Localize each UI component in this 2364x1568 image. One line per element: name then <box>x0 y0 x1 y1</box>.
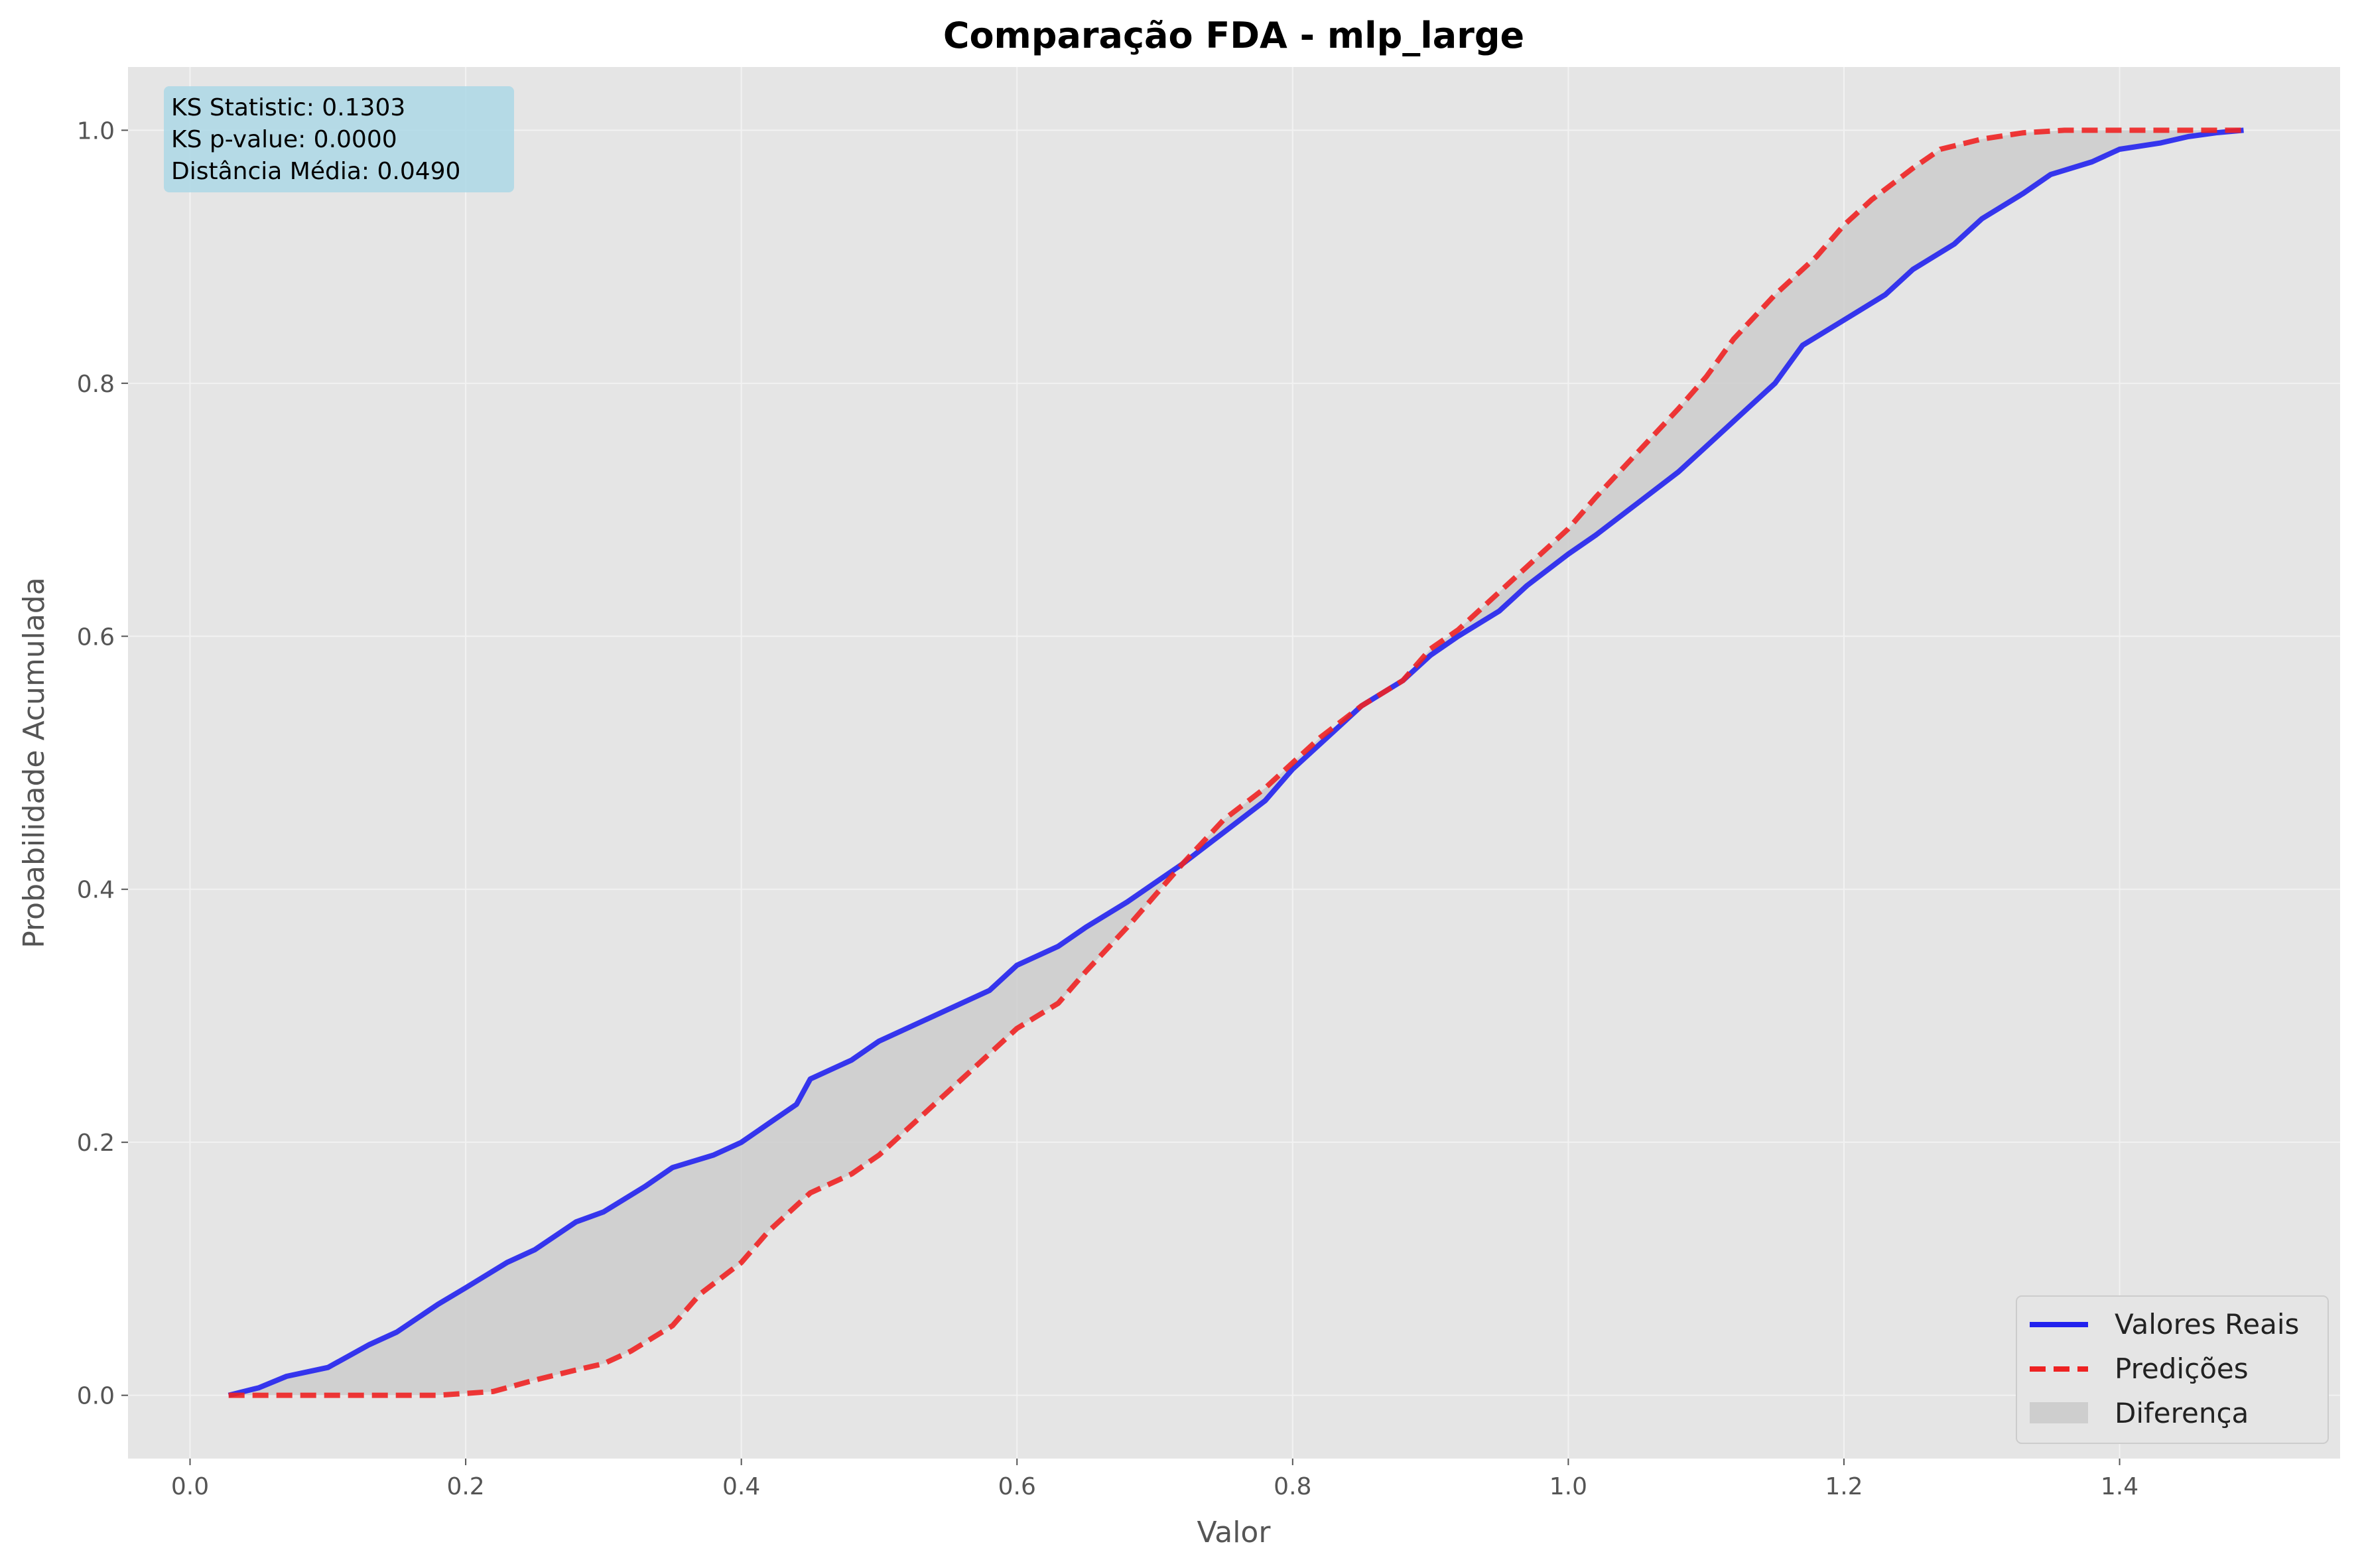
y-tick-label: 0.6 <box>77 623 115 651</box>
series-line-valores-reais <box>228 127 2244 1398</box>
x-axis-label: Valor <box>1197 1516 1272 1549</box>
stats-mean-distance: Distância Média: 0.0490 <box>171 158 460 185</box>
x-tick-label: 0.4 <box>722 1473 760 1500</box>
x-tick-label: 1.2 <box>1825 1473 1863 1500</box>
legend-label-valores-reais: Valores Reais <box>2115 1308 2299 1340</box>
stats-ks-statistic: KS Statistic: 0.1303 <box>171 94 405 121</box>
legend-box <box>2016 1295 2329 1444</box>
y-axis-ticks: 0.0 0.2 0.4 0.6 0.8 1.0 <box>77 117 128 1410</box>
x-tick-label: 1.4 <box>2101 1473 2138 1500</box>
x-tick-label: 1.0 <box>1549 1473 1587 1500</box>
y-tick-label: 0.4 <box>77 877 115 904</box>
x-tick-label: 0.0 <box>171 1473 209 1500</box>
stats-box-background <box>164 86 514 192</box>
y-axis-label: Probabilidade Acumulada <box>17 577 51 948</box>
series-layer <box>228 127 2244 1398</box>
series-line-predicoes <box>228 127 2244 1398</box>
legend-swatch-diferenca <box>2030 1402 2088 1423</box>
chart-title: Comparação FDA - mlp_large <box>943 15 1524 56</box>
plot-background <box>128 67 2340 1459</box>
y-tick-label: 0.8 <box>77 371 115 398</box>
x-axis-ticks: 0.0 0.2 0.4 0.6 0.8 1.0 1.2 1.4 <box>171 1459 2138 1500</box>
x-tick-label: 0.8 <box>1274 1473 1311 1500</box>
x-tick-label: 0.2 <box>446 1473 484 1500</box>
stats-box: KS Statistic: 0.1303 KS p-value: 0.0000 … <box>164 86 514 192</box>
y-tick-label: 0.2 <box>77 1130 115 1157</box>
legend-label-predicoes: Predições <box>2115 1352 2249 1385</box>
y-tick-label: 1.0 <box>77 117 115 145</box>
legend-label-diferenca: Diferença <box>2115 1397 2249 1429</box>
stats-ks-pvalue: KS p-value: 0.0000 <box>171 126 397 153</box>
legend: Valores Reais Predições Diferença <box>2016 1295 2329 1444</box>
y-tick-label: 0.0 <box>77 1383 115 1410</box>
x-tick-label: 0.6 <box>998 1473 1036 1500</box>
